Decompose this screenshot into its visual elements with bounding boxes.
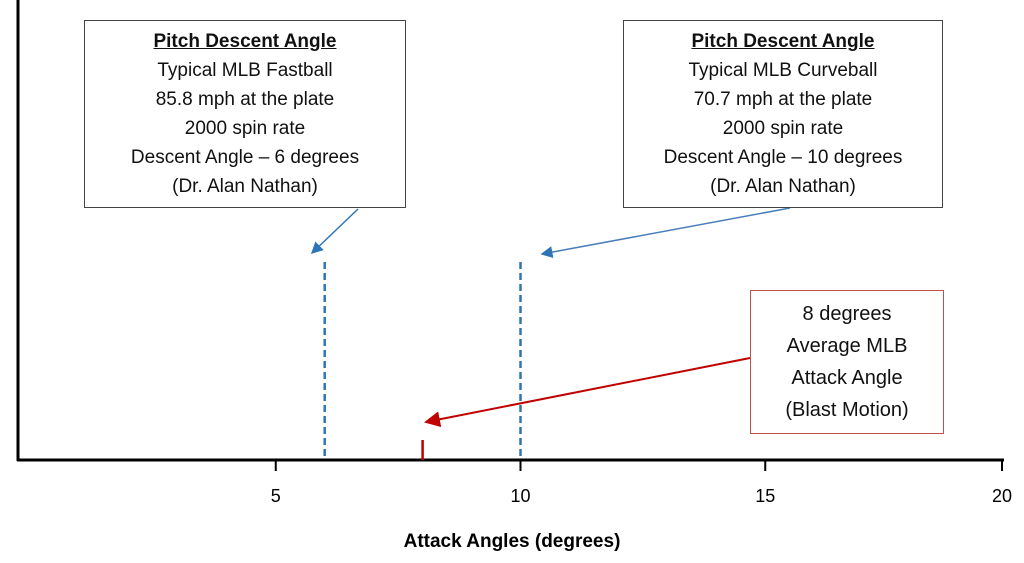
- annotation-title: Pitch Descent Angle: [691, 31, 875, 52]
- x-tick-label: 5: [271, 486, 281, 506]
- annotation-line: 2000 spin rate: [722, 118, 844, 139]
- x-tick-label: 15: [755, 486, 775, 506]
- annotation-line: (Dr. Alan Nathan): [172, 176, 318, 197]
- annotation-line: Descent Angle – 6 degrees: [130, 147, 360, 168]
- x-tick-label: 20: [992, 486, 1012, 506]
- annotation-curveball: Pitch Descent Angle Typical MLB Curvebal…: [623, 20, 943, 208]
- annotation-line: (Dr. Alan Nathan): [710, 176, 856, 197]
- arrow-fastball: [310, 208, 359, 255]
- annotation-attack-angle: 8 degrees Average MLB Attack Angle (Blas…: [750, 290, 944, 434]
- annotation-line: Typical MLB Fastball: [157, 60, 333, 81]
- annotation-fastball: Pitch Descent Angle Typical MLB Fastball…: [84, 20, 406, 208]
- annotation-line: Average MLB: [786, 335, 908, 357]
- annotation-line: 2000 spin rate: [184, 118, 306, 139]
- annotation-line: 85.8 mph at the plate: [155, 89, 335, 110]
- annotation-line: Descent Angle – 10 degrees: [663, 147, 903, 168]
- annotation-line: Typical MLB Curveball: [688, 60, 878, 81]
- arrow-curveball: [540, 207, 791, 258]
- annotation-line: 70.7 mph at the plate: [693, 89, 873, 110]
- annotation-line: 8 degrees: [802, 303, 892, 325]
- x-tick-label: 10: [510, 486, 530, 506]
- annotation-line: Attack Angle: [791, 367, 903, 389]
- arrow-attack-angle: [424, 357, 751, 428]
- annotation-line: (Blast Motion): [785, 399, 909, 421]
- x-axis-label: Attack Angles (degrees): [404, 531, 621, 552]
- annotation-title: Pitch Descent Angle: [153, 31, 337, 52]
